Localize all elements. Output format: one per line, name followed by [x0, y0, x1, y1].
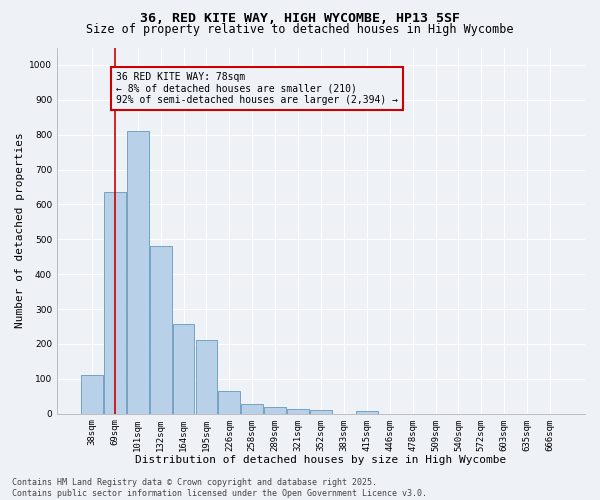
Text: Size of property relative to detached houses in High Wycombe: Size of property relative to detached ho… [86, 22, 514, 36]
Y-axis label: Number of detached properties: Number of detached properties [15, 132, 25, 328]
Bar [356, 411, 378, 414]
Bar [196, 340, 217, 413]
Bar [310, 410, 332, 414]
Bar [104, 192, 126, 414]
Bar [81, 376, 103, 414]
X-axis label: Distribution of detached houses by size in High Wycombe: Distribution of detached houses by size … [136, 455, 506, 465]
Bar [173, 324, 194, 414]
Bar [150, 246, 172, 414]
Text: Contains HM Land Registry data © Crown copyright and database right 2025.
Contai: Contains HM Land Registry data © Crown c… [12, 478, 427, 498]
Bar [241, 404, 263, 413]
Text: 36, RED KITE WAY, HIGH WYCOMBE, HP13 5SF: 36, RED KITE WAY, HIGH WYCOMBE, HP13 5SF [140, 12, 460, 26]
Text: 36 RED KITE WAY: 78sqm
← 8% of detached houses are smaller (210)
92% of semi-det: 36 RED KITE WAY: 78sqm ← 8% of detached … [116, 72, 398, 105]
Bar [127, 131, 149, 414]
Bar [265, 406, 286, 414]
Bar [218, 391, 240, 413]
Bar [287, 409, 309, 414]
